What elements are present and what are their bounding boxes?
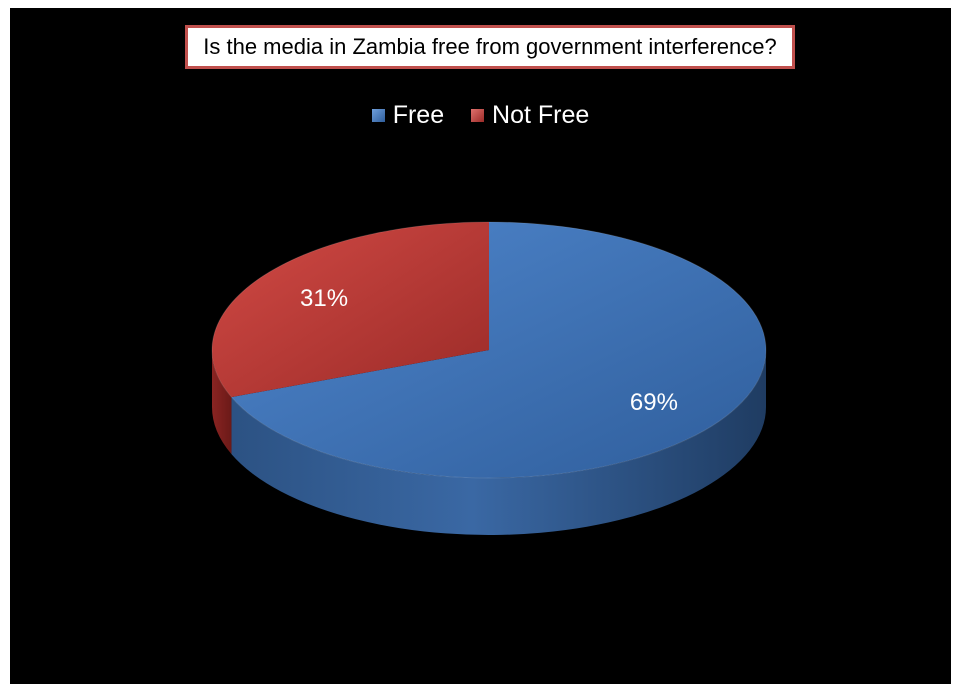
legend: Free Not Free [10, 100, 951, 130]
chart-area: 69% 31% Is the media in Zambia free from … [10, 8, 951, 684]
pie-side-free [231, 350, 767, 535]
chart-title: Is the media in Zambia free from governm… [185, 25, 795, 69]
data-label-not-free: 31% [300, 285, 348, 312]
pie-side-not-free [212, 350, 232, 455]
legend-swatch-not-free [471, 109, 485, 122]
data-label-free: 69% [630, 389, 678, 416]
pie-rim [211, 221, 767, 479]
pie-slice-not-free [211, 222, 489, 398]
legend-swatch-free [371, 109, 385, 122]
legend-item-not-free: Not Free [471, 101, 589, 130]
legend-label-free: Free [392, 101, 445, 129]
pie-chart: 69% 31% [211, 221, 767, 535]
legend-label-not-free: Not Free [492, 101, 590, 129]
legend-item-free: Free [371, 101, 445, 130]
pie-slice-free [231, 222, 767, 478]
